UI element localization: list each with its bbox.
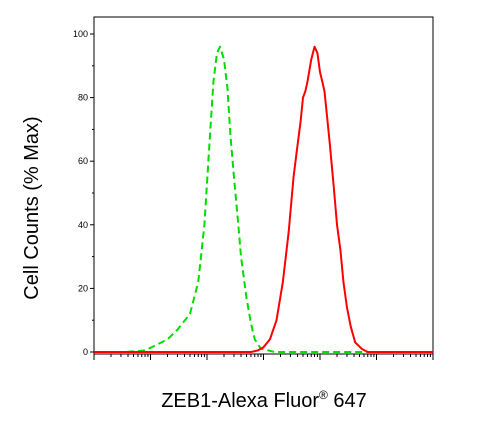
y-tick-label-100: 100 [73, 29, 88, 39]
y-tick-label-20: 20 [78, 283, 88, 293]
x-axis-title: ZEB1-Alexa Fluor® 647 [161, 388, 367, 412]
plot-frame [93, 16, 434, 355]
y-axis-ticks: 0 20 40 60 80 100 [73, 29, 94, 357]
series-layer [94, 45, 433, 353]
y-axis-title: Cell Counts (% Max) [21, 116, 43, 299]
x-axis-title-superscript: ® [319, 388, 328, 402]
x-axis-ticks [93, 354, 434, 360]
y-tick-label-0: 0 [83, 347, 88, 357]
x-axis-title-main: ZEB1-Alexa Fluor [161, 390, 319, 412]
y-tick-label-80: 80 [78, 93, 88, 103]
series-line-1 [94, 45, 433, 353]
series-line-0 [94, 45, 433, 353]
y-tick-label-60: 60 [78, 156, 88, 166]
plot-area-border [93, 16, 434, 355]
x-axis-title-suffix: 647 [328, 390, 367, 412]
y-tick-label-40: 40 [78, 220, 88, 230]
